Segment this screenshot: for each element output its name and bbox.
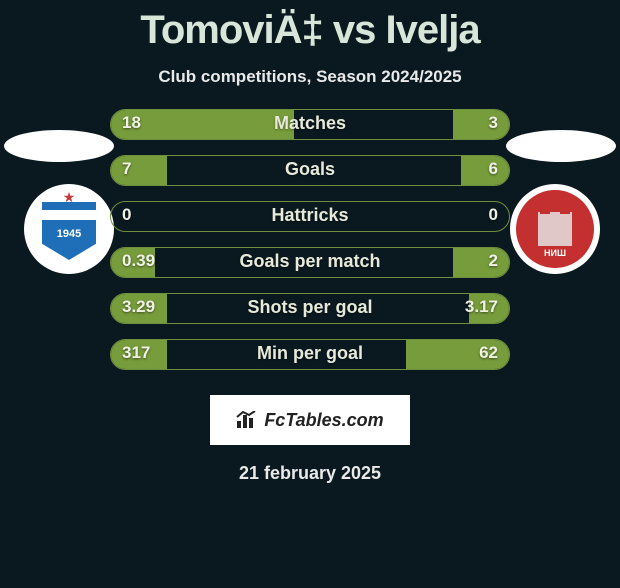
stat-bar-right-fill bbox=[453, 248, 509, 277]
stat-label: Goals per match bbox=[111, 251, 509, 272]
stat-bar-left-fill bbox=[111, 156, 167, 185]
stat-bar-left-fill bbox=[111, 294, 167, 323]
fctables-logo[interactable]: FcTables.com bbox=[210, 395, 410, 445]
subtitle: Club competitions, Season 2024/2025 bbox=[0, 67, 620, 87]
page-title: TomoviÄ‡ vs Ivelja bbox=[0, 8, 620, 53]
stat-row: Min per goal31762 bbox=[0, 339, 620, 385]
stat-bar-track: Matches bbox=[110, 109, 510, 140]
stat-bar-left-fill bbox=[111, 340, 167, 369]
fctables-label: FcTables.com bbox=[264, 410, 383, 431]
stat-row: Matches183 bbox=[0, 109, 620, 155]
bar-chart-icon bbox=[236, 411, 258, 429]
stat-bar-left-fill bbox=[111, 110, 294, 139]
stat-label: Hattricks bbox=[111, 205, 509, 226]
date-label: 21 february 2025 bbox=[0, 463, 620, 484]
stat-row: Shots per goal3.293.17 bbox=[0, 293, 620, 339]
stat-bar-track: Min per goal bbox=[110, 339, 510, 370]
stat-row: Hattricks00 bbox=[0, 201, 620, 247]
stat-row: Goals per match0.392 bbox=[0, 247, 620, 293]
stat-row: Goals76 bbox=[0, 155, 620, 201]
stat-bar-right-fill bbox=[461, 156, 509, 185]
stat-bar-track: Hattricks bbox=[110, 201, 510, 232]
stat-label: Goals bbox=[111, 159, 509, 180]
stat-bar-track: Goals bbox=[110, 155, 510, 186]
stat-bar-right-fill bbox=[406, 340, 509, 369]
stat-bar-right-fill bbox=[453, 110, 509, 139]
stat-bar-right-fill bbox=[469, 294, 509, 323]
stat-label: Shots per goal bbox=[111, 297, 509, 318]
stat-bar-track: Shots per goal bbox=[110, 293, 510, 324]
stat-bar-track: Goals per match bbox=[110, 247, 510, 278]
stats-list: Matches183Goals76Hattricks00Goals per ma… bbox=[0, 109, 620, 385]
stat-bar-left-fill bbox=[111, 248, 155, 277]
